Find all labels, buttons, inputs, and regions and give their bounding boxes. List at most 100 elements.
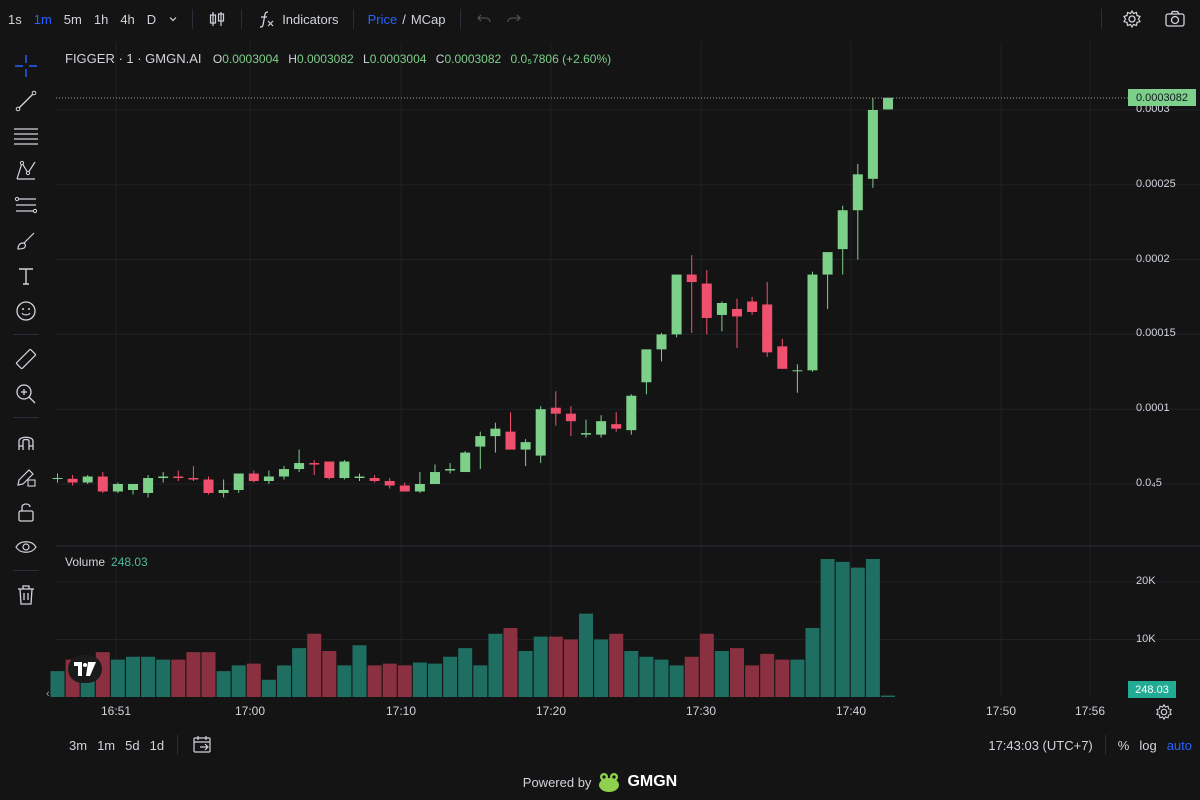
range-3m[interactable]: 3m — [69, 737, 88, 753]
volume-bar — [488, 633, 503, 697]
screenshot-button[interactable] — [1158, 0, 1192, 38]
auto-toggle[interactable]: auto — [1166, 737, 1192, 753]
volume-bar — [367, 665, 382, 697]
volume-legend: Volume 248.03 — [65, 555, 148, 569]
volume-bar — [277, 665, 291, 697]
volume-bar — [292, 648, 307, 697]
timeframe-D[interactable]: D — [146, 11, 157, 27]
price-toggle[interactable]: Price — [367, 11, 398, 27]
range-1m[interactable]: 1m — [97, 737, 116, 753]
volume-bar — [563, 639, 578, 697]
candle-body — [339, 461, 350, 479]
candle-body — [414, 484, 425, 492]
goto-date-button[interactable] — [186, 730, 220, 760]
tradingview-logo[interactable] — [68, 655, 102, 683]
volume-bar — [624, 651, 639, 697]
undo-button[interactable] — [469, 0, 499, 38]
top-right-actions — [1093, 0, 1192, 38]
log-toggle[interactable]: log — [1139, 737, 1157, 753]
crosshair-tool[interactable] — [8, 48, 44, 83]
volume-bar — [110, 659, 125, 697]
timeframe-1s[interactable]: 1s — [8, 11, 22, 27]
scroll-left-icon[interactable]: ‹ — [46, 688, 50, 700]
powered-by-text: Powered by — [522, 774, 592, 790]
candle-body — [460, 452, 471, 473]
candle-body — [369, 478, 380, 482]
sidebar-divider — [13, 417, 39, 418]
powered-by-footer[interactable]: Powered by GMGN — [0, 768, 1200, 796]
candle-body — [883, 97, 893, 110]
magnet-tool[interactable] — [8, 424, 44, 459]
ruler-icon — [15, 348, 37, 369]
fib-tool[interactable] — [8, 188, 44, 223]
timeframe-4h[interactable]: 4h — [120, 11, 135, 27]
timeframe-1h[interactable]: 1h — [93, 11, 109, 27]
chart-type-button[interactable] — [201, 0, 233, 38]
emoji-tool[interactable] — [8, 293, 44, 328]
crosshair-icon — [15, 54, 37, 77]
candle-body — [128, 484, 138, 490]
top-toolbar: 1s 1m 5m 1h 4h D Indicators Price / MCap — [0, 0, 1200, 38]
indicators-button[interactable]: Indicators — [250, 0, 344, 38]
candle-body — [611, 424, 622, 429]
measure-tool[interactable] — [8, 341, 44, 376]
candle-body — [248, 473, 259, 482]
horizontal-lines-tool[interactable] — [8, 118, 44, 153]
sidebar-divider — [13, 334, 39, 335]
sidebar-divider — [13, 570, 39, 571]
ohlc-legend: FIGGER · 1 · GMGN.AI O0.0003004 H0.00030… — [65, 51, 617, 66]
axis-settings-button[interactable] — [1155, 703, 1173, 724]
candle-body — [565, 413, 576, 422]
candle-body — [203, 479, 214, 493]
range-1d[interactable]: 1d — [149, 737, 165, 753]
range-5d[interactable]: 5d — [125, 737, 140, 753]
open-value: 0.0003004 — [222, 52, 279, 66]
remove-drawings-tool[interactable] — [8, 577, 44, 612]
timeframe-5m[interactable]: 5m — [63, 11, 82, 27]
time-axis-label: 17:20 — [536, 704, 567, 718]
volume-bar — [684, 656, 699, 697]
time-axis-label: 17:56 — [1075, 704, 1106, 718]
volume-bar — [835, 561, 850, 697]
candle-body — [82, 476, 93, 483]
price-axis-label: 0.00015 — [1136, 327, 1176, 340]
candle-body — [520, 442, 531, 450]
volume-bar — [171, 659, 186, 697]
clock[interactable]: 17:43:03 (UTC+7) — [988, 737, 1093, 753]
undo-icon — [476, 14, 491, 23]
volume-bar — [412, 662, 427, 697]
pattern-tool[interactable] — [8, 153, 44, 188]
volume-bar — [322, 651, 337, 697]
candle-body — [324, 461, 335, 479]
brush-icon — [17, 232, 35, 250]
percent-toggle[interactable]: % — [1117, 737, 1130, 753]
lock-drawing-tool[interactable] — [8, 459, 44, 494]
symbol-title[interactable]: FIGGER · 1 · GMGN.AI — [65, 51, 202, 66]
hide-drawings-tool[interactable] — [8, 529, 44, 564]
lock-all-tool[interactable] — [8, 494, 44, 529]
candle-body — [686, 274, 697, 283]
redo-button[interactable] — [499, 0, 529, 38]
mcap-toggle[interactable]: MCap — [410, 11, 446, 27]
candle-body — [354, 476, 365, 479]
text-tool[interactable] — [8, 258, 44, 293]
settings-button[interactable] — [1116, 0, 1148, 38]
volume-label[interactable]: Volume — [65, 555, 106, 569]
candle-body — [852, 174, 863, 211]
indicators-label: Indicators — [282, 11, 339, 27]
close-value: 0.0003082 — [444, 52, 502, 66]
timeframe-dropdown[interactable] — [162, 0, 184, 38]
volume-bar — [865, 559, 880, 697]
zoom-tool[interactable] — [8, 376, 44, 411]
toolbar-divider — [177, 735, 179, 755]
volume-bar — [458, 648, 473, 697]
volume-bar — [186, 652, 201, 697]
trend-line-tool[interactable] — [8, 83, 44, 118]
candle-body — [445, 469, 456, 471]
time-axis-label: 17:00 — [235, 704, 266, 718]
price-mcap-toggle[interactable]: Price / MCap — [362, 0, 452, 38]
timeframe-1m[interactable]: 1m — [33, 11, 52, 27]
volume-bar — [382, 663, 397, 697]
brush-tool[interactable] — [8, 223, 44, 258]
